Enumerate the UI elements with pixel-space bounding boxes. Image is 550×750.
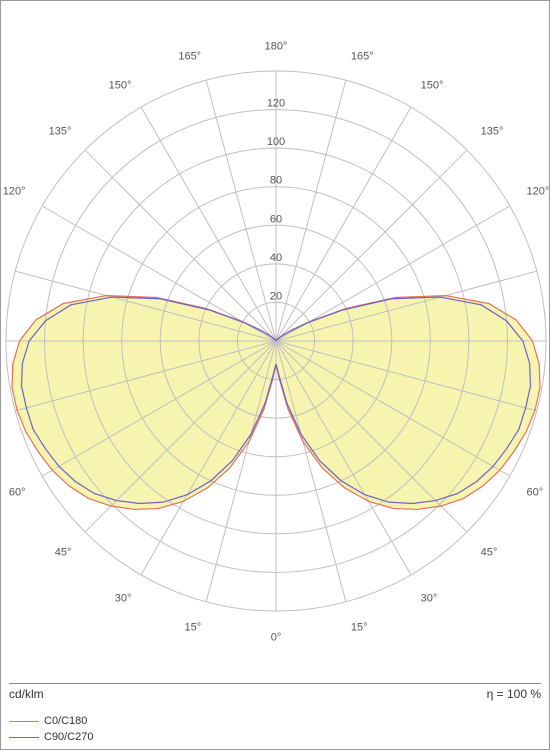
efficiency-label: η = 100 % (487, 687, 541, 701)
angular-tick-label: 0° (271, 631, 282, 643)
legend-swatch-c0 (9, 721, 39, 722)
unit-label: cd/klm (9, 687, 44, 701)
angular-tick-label: 15° (351, 621, 368, 633)
angular-tick-label: 60° (9, 487, 26, 499)
radial-tick-label: 120 (267, 98, 285, 110)
angular-tick-label: 45° (481, 547, 498, 559)
legend-label: C0/C180 (44, 715, 87, 727)
angular-tick-label: 45° (55, 547, 72, 559)
angular-tick-label: 165° (351, 51, 374, 63)
radial-tick-label: 60 (270, 213, 282, 225)
legend-label: C90/C270 (44, 731, 94, 743)
bottom-axis-row: cd/klm η = 100 % (9, 683, 541, 701)
angular-tick-label: 60° (527, 487, 544, 499)
radial-tick-label: 40 (270, 252, 282, 264)
legend-swatch-c90 (9, 737, 39, 738)
angular-tick-label: 30° (421, 593, 438, 605)
polar-chart-svg: 20 40 60 80 100 120 0° 15° 15° 30° 30° 45° 45° 60° 60°… (1, 1, 549, 686)
grid-ray (206, 80, 276, 341)
radial-tick-label: 80 (270, 175, 282, 187)
angular-tick-label: 135° (49, 125, 72, 137)
angular-tick-label: 165° (178, 51, 201, 63)
angular-tick-label: 120° (3, 185, 26, 197)
radial-tick-label: 100 (267, 136, 285, 148)
legend-item: C90/C270 (9, 729, 94, 745)
angular-tick-label: 180° (265, 41, 288, 53)
legend-item: C0/C180 (9, 713, 94, 729)
polar-chart-frame: 20 40 60 80 100 120 0° 15° 15° 30° 30° 45° 45° 60° 60°… (0, 0, 550, 750)
angular-tick-label: 120° (527, 185, 550, 197)
angular-tick-label: 15° (184, 621, 201, 633)
radial-tick-label: 20 (270, 290, 282, 302)
angular-tick-label: 150° (421, 80, 444, 92)
legend: C0/C180 C90/C270 (9, 713, 94, 745)
angular-tick-label: 30° (115, 593, 132, 605)
angular-tick-label: 135° (481, 125, 504, 137)
angular-tick-label: 150° (109, 80, 132, 92)
grid-ray (276, 80, 346, 341)
